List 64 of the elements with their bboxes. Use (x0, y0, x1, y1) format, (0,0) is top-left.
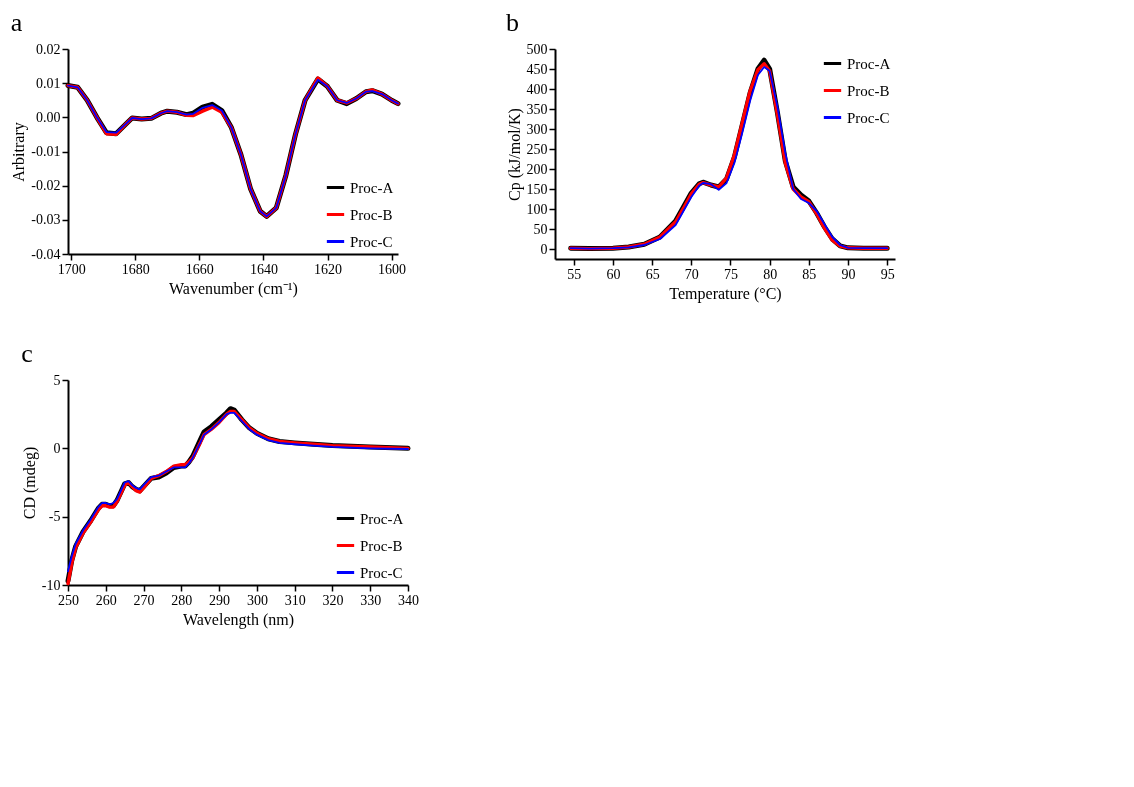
y-tick-label: 0 (540, 241, 548, 257)
legend-label: Proc-B (360, 537, 403, 554)
y-tick-label: 0 (53, 440, 61, 456)
x-tick-label: 280 (171, 592, 193, 608)
x-tick-label: 330 (360, 592, 382, 608)
x-tick-label: 70 (684, 266, 699, 282)
x-tick-label: 340 (398, 592, 419, 608)
y-tick-label: -0.04 (31, 246, 61, 262)
y-tick-label: 400 (526, 81, 548, 97)
y-tick-label: 250 (526, 141, 548, 157)
x-axis-title: Wavelength (nm) (182, 610, 295, 629)
x-tick-label: 90 (841, 266, 856, 282)
y-axis-title: Cp (kJ/mol/K) (505, 108, 524, 201)
y-tick-label: 150 (526, 181, 548, 197)
x-tick-label: 310 (284, 592, 306, 608)
y-tick-label: 50 (533, 221, 548, 237)
chart-title: a (10, 8, 23, 37)
y-tick-label: 100 (526, 201, 548, 217)
x-tick-label: 1600 (378, 261, 407, 277)
x-tick-label: 300 (246, 592, 268, 608)
x-tick-label: 1640 (249, 261, 278, 277)
y-tick-label: 0.00 (36, 109, 61, 125)
y-tick-label: 350 (526, 101, 548, 117)
chart-title: c (21, 339, 33, 368)
y-tick-label: -0.02 (31, 178, 61, 194)
chart-title: b (506, 8, 519, 37)
y-tick-label: 0.01 (36, 75, 61, 91)
x-tick-label: 60 (606, 266, 621, 282)
legend-label: Proc-A (350, 179, 394, 196)
x-axis-title: Wavenumber (cm⁻¹) (169, 279, 298, 298)
x-tick-label: 65 (645, 266, 660, 282)
y-axis-title: CD (mdeg) (20, 446, 39, 520)
x-tick-label: 320 (322, 592, 344, 608)
legend-label: Proc-C (360, 564, 403, 581)
y-tick-label: -10 (41, 577, 61, 593)
y-tick-label: 450 (526, 61, 548, 77)
x-tick-label: 260 (95, 592, 117, 608)
legend-label: Proc-B (847, 82, 890, 99)
y-tick-label: 500 (526, 41, 548, 57)
x-tick-label: 270 (133, 592, 155, 608)
x-tick-label: 1700 (57, 261, 86, 277)
legend-label: Proc-A (847, 55, 891, 72)
x-tick-label: 55 (567, 266, 582, 282)
x-axis-title: Temperature (°C) (669, 284, 782, 303)
legend-label: Proc-A (360, 510, 404, 527)
y-tick-label: 300 (526, 121, 548, 137)
y-axis-title: Arbitrary (10, 122, 29, 182)
x-tick-label: 1680 (121, 261, 150, 277)
y-tick-label: -0.03 (31, 212, 61, 228)
legend-label: Proc-C (350, 233, 393, 250)
x-tick-label: 1620 (314, 261, 343, 277)
x-tick-label: 75 (723, 266, 738, 282)
y-tick-label: -5 (48, 509, 61, 525)
x-tick-label: 1660 (185, 261, 214, 277)
y-tick-label: 5 (53, 372, 61, 388)
x-tick-label: 80 (763, 266, 778, 282)
y-tick-label: 200 (526, 161, 548, 177)
x-tick-label: 85 (802, 266, 817, 282)
legend-label: Proc-C (847, 109, 890, 126)
y-tick-label: -0.01 (31, 144, 61, 159)
x-tick-label: 95 (880, 266, 895, 282)
legend-label: Proc-B (350, 206, 393, 223)
y-tick-label: 0.02 (36, 41, 61, 57)
x-tick-label: 290 (209, 592, 231, 608)
